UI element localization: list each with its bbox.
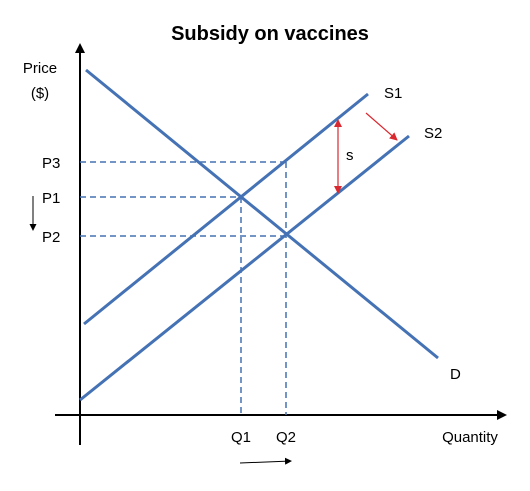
supply-shift-arrow [365, 112, 398, 141]
quantity-axis-label: Quantity [442, 429, 498, 446]
p1-label: P1 [42, 190, 60, 207]
p2-label: P2 [42, 229, 60, 246]
q1-label: Q1 [231, 429, 251, 446]
price-axis-label: Price [23, 60, 57, 77]
supply-curve-s2 [79, 134, 410, 402]
demand-curve [85, 68, 439, 360]
s1-label: S1 [384, 85, 402, 102]
supply-curve-s1 [83, 92, 369, 326]
s2-label: S2 [424, 125, 442, 142]
subsidy-label: s [346, 147, 354, 164]
demand-label: D [450, 366, 461, 383]
price-axis-unit: ($) [31, 85, 49, 102]
q2-label: Q2 [276, 429, 296, 446]
diagram-title: Subsidy on vaccines [171, 23, 369, 45]
quantity-increase-arrow [239, 457, 292, 465]
p3-label: P3 [42, 155, 60, 172]
